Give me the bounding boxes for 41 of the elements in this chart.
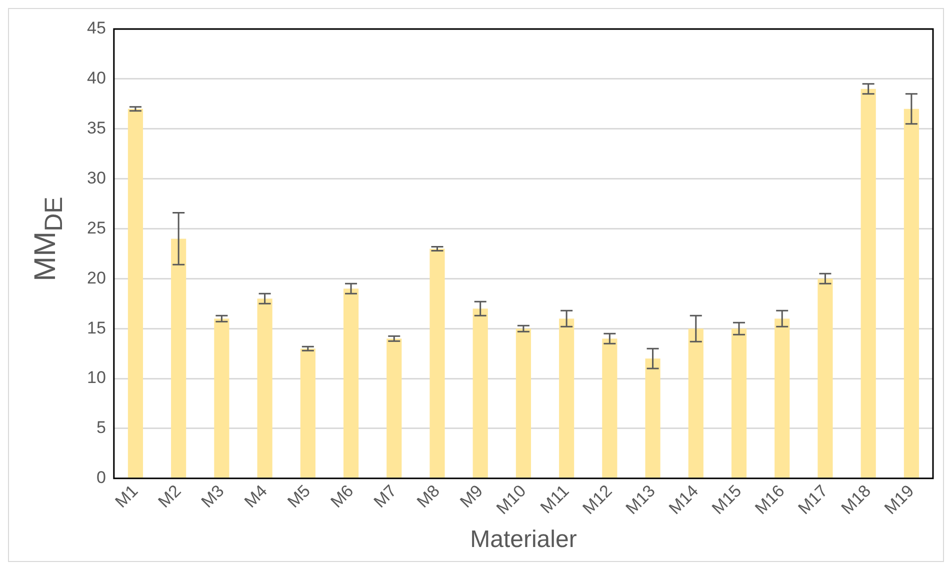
bar: [257, 298, 272, 478]
bar: [731, 328, 747, 478]
y-tick-label: 15: [86, 318, 106, 338]
y-tick-label: 20: [86, 268, 106, 288]
x-tick-label: M6: [327, 481, 358, 512]
bar: [386, 338, 402, 478]
x-tick-label: M5: [284, 481, 314, 512]
x-tick-label: M7: [370, 481, 400, 512]
bar: [860, 88, 876, 478]
y-tick-label: 35: [86, 118, 106, 138]
x-axis-title: Materialer: [470, 526, 577, 554]
x-tick-label: M4: [240, 481, 271, 512]
y-tick-label: 10: [86, 368, 106, 388]
x-tick-label: M8: [413, 481, 444, 512]
y-tick-label: 5: [96, 418, 106, 438]
y-tick-label: 0: [96, 468, 106, 488]
x-tick-label: M3: [198, 481, 228, 512]
bar: [516, 328, 531, 478]
x-tick-label: M2: [154, 481, 185, 512]
y-tick-label: 40: [86, 68, 106, 88]
x-tick-label: M1: [111, 481, 142, 512]
bar: [171, 238, 186, 478]
y-tick-label: 30: [86, 168, 106, 188]
x-tick-label: M16: [751, 481, 788, 518]
bar: [300, 348, 316, 478]
bar: [472, 308, 488, 478]
bar: [128, 108, 144, 478]
bar: [602, 338, 618, 478]
bar: [214, 318, 230, 478]
bar: [688, 328, 704, 478]
x-tick-label: M9: [456, 481, 486, 512]
y-tick-label: 45: [86, 18, 106, 38]
x-tick-label: M11: [536, 481, 573, 518]
bar: [559, 318, 574, 478]
bar: [904, 108, 919, 478]
bar: [343, 288, 359, 478]
y-tick-label: 25: [86, 218, 106, 238]
bar: [430, 248, 445, 478]
bar: [818, 278, 833, 478]
bar: [645, 358, 660, 478]
bar: [774, 318, 790, 478]
